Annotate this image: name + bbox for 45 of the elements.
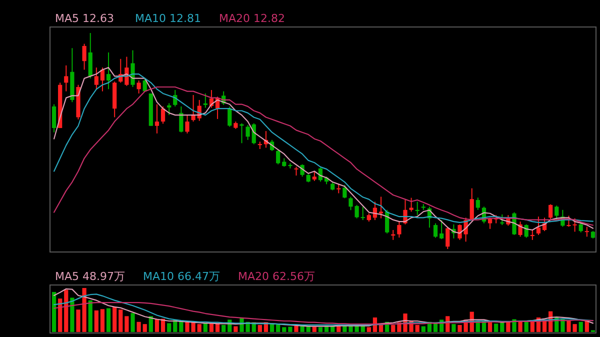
bar (142, 324, 147, 332)
bar (578, 322, 583, 332)
bar (584, 321, 589, 332)
legend: MA5 12.63 MA10 12.81 MA20 12.82 (55, 12, 285, 25)
bar (452, 324, 456, 332)
bar (258, 324, 262, 332)
bar (154, 319, 160, 332)
bar (58, 298, 62, 332)
bar (494, 324, 498, 332)
bar (167, 323, 172, 332)
bar (100, 309, 105, 332)
bar (52, 292, 56, 332)
bar (148, 316, 153, 332)
bar (124, 316, 129, 332)
bar (366, 327, 371, 332)
bar (106, 308, 111, 332)
bar (488, 322, 492, 332)
bar (282, 327, 286, 332)
bar (234, 326, 238, 332)
bar (136, 322, 141, 332)
bar (179, 321, 184, 332)
bar (270, 324, 274, 332)
bar (294, 326, 298, 332)
bar (203, 323, 208, 332)
bar (276, 324, 280, 332)
bar (518, 321, 522, 332)
bar (130, 313, 135, 332)
bar (64, 290, 68, 332)
bar (506, 322, 510, 332)
bar (421, 326, 426, 332)
bar (94, 310, 98, 332)
bar (197, 324, 202, 332)
bar (112, 306, 117, 332)
bar (70, 298, 74, 332)
bar (300, 326, 304, 332)
legend: MA5 48.97万 MA10 66.47万 MA20 62.56万 (55, 270, 316, 283)
bar (391, 324, 396, 332)
bar (318, 327, 323, 332)
bar (222, 324, 226, 332)
bar (312, 326, 316, 332)
bar (88, 300, 92, 332)
bar (512, 319, 516, 332)
bar (288, 326, 292, 332)
bar (118, 310, 123, 332)
bar (415, 324, 420, 332)
